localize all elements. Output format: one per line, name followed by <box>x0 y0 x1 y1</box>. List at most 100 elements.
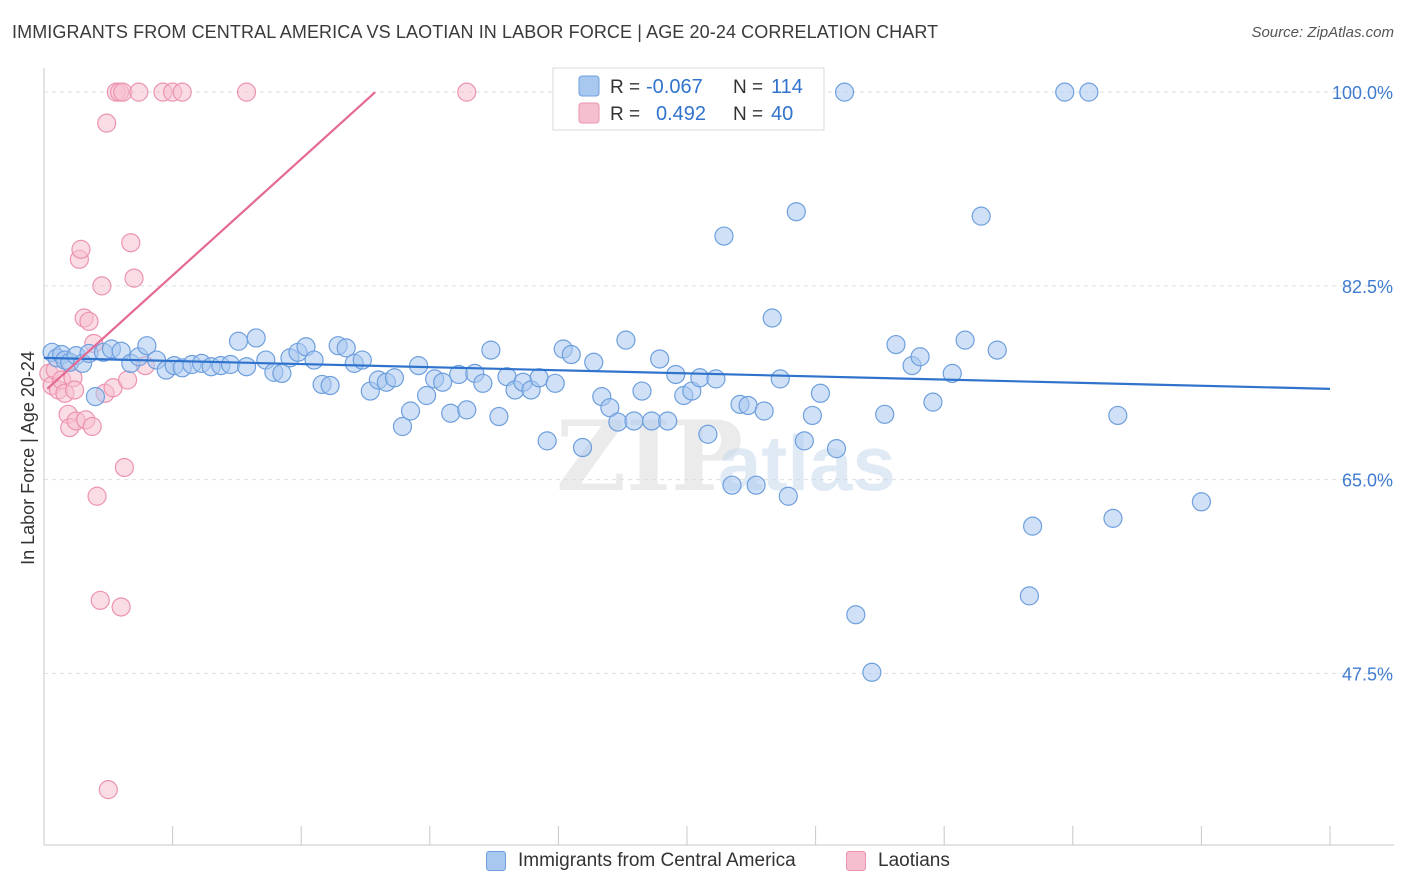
central-america-point <box>384 368 405 388</box>
central-america-point <box>955 330 975 350</box>
central-america-point <box>802 405 822 426</box>
central-america-point <box>416 385 437 406</box>
central-america-point <box>942 363 962 383</box>
central-america-point <box>320 375 340 396</box>
laotian-point <box>79 311 99 331</box>
central-america-point <box>304 350 324 370</box>
central-america-point <box>690 368 710 388</box>
laotian-point <box>129 82 149 102</box>
central-america-point <box>846 605 866 625</box>
central-america-point <box>572 437 593 458</box>
central-america-point <box>650 349 670 369</box>
central-america-point <box>826 439 847 459</box>
central-america-point <box>1079 82 1099 102</box>
stats-r-value-2: 0.492 <box>656 103 706 125</box>
central-america-point <box>658 411 678 431</box>
central-america-point <box>923 392 943 412</box>
central-america-point <box>754 401 774 421</box>
y-tick-label: 65.0% <box>1342 471 1393 491</box>
central-america-point <box>910 347 930 367</box>
central-america-point <box>336 338 356 358</box>
central-america-point <box>608 412 628 432</box>
central-america-point <box>875 404 895 424</box>
central-america-point <box>642 411 662 431</box>
central-america-point <box>738 395 758 416</box>
laotian-point <box>71 239 91 259</box>
central-america-point <box>1019 586 1039 606</box>
laotian-point <box>113 82 133 102</box>
central-america-point <box>770 369 790 389</box>
central-america-point <box>220 354 241 375</box>
central-america-point <box>698 424 718 444</box>
central-america-point <box>722 475 742 495</box>
legend-label-laotians: Laotians <box>878 850 950 871</box>
central-america-point <box>584 352 604 372</box>
central-america-point <box>1023 516 1043 536</box>
laotian-trend-line <box>46 91 376 390</box>
central-america-point <box>971 206 991 226</box>
central-america-point <box>246 328 266 348</box>
central-america-point <box>400 401 421 421</box>
central-america-point <box>810 383 831 403</box>
central-america-point <box>886 334 906 355</box>
stats-n-label-2: N = <box>733 104 763 125</box>
central-america-point <box>1055 82 1075 102</box>
chart-title: IMMIGRANTS FROM CENTRAL AMERICA VS LAOTI… <box>12 22 939 42</box>
source-label: Source: ZipAtlas.com <box>1251 24 1394 41</box>
central-america-point <box>537 431 557 451</box>
central-america-point <box>786 202 806 222</box>
legend-swatch-blue <box>486 851 506 871</box>
central-america-point <box>481 340 501 360</box>
y-tick-label: 47.5% <box>1342 664 1393 684</box>
axes <box>43 68 1394 846</box>
stats-r-label-2: R = <box>610 104 640 125</box>
laotian-point <box>121 233 141 253</box>
central-america-point <box>632 381 652 401</box>
central-america-point <box>529 368 549 388</box>
central-america-point <box>714 226 734 246</box>
legend-item-central-america[interactable]: Immigrants from Central America <box>486 850 796 872</box>
central-america-points <box>42 82 1212 682</box>
central-america-point <box>561 344 581 365</box>
laotian-point <box>111 597 131 617</box>
central-america-point <box>1108 405 1128 426</box>
laotian-points <box>39 82 477 800</box>
laotian-point <box>90 590 110 610</box>
laotian-point <box>236 82 257 102</box>
central-america-point <box>228 331 249 351</box>
y-tick-label: 100.0% <box>1332 83 1393 103</box>
central-america-point <box>137 336 157 356</box>
stats-swatch-pink <box>578 102 600 124</box>
central-america-point <box>236 357 257 377</box>
central-america-point <box>762 308 782 328</box>
laotian-point <box>64 380 85 400</box>
stats-r-value-1: -0.067 <box>646 76 703 98</box>
y-axis-label: In Labor Force | Age 20-24 <box>18 351 38 565</box>
central-america-point <box>862 662 882 682</box>
legend-swatch-pink <box>846 851 866 871</box>
y-tick-labels: 100.0% 82.5% 65.0% 47.5% <box>1332 83 1393 684</box>
central-america-point <box>666 364 686 385</box>
central-america-trend-line <box>43 356 1331 390</box>
central-america-point <box>433 372 453 392</box>
stats-swatch-blue <box>578 75 600 97</box>
scatter-plot: ZIP atlas 100.0%82.5%65.0%47.5% 0.0%80.0… <box>18 67 1394 846</box>
central-america-point <box>1191 492 1212 512</box>
y-tick-label: 82.5% <box>1342 277 1393 297</box>
laotian-point <box>98 780 118 800</box>
laotian-point <box>97 113 117 133</box>
central-america-point <box>545 373 565 393</box>
stats-legend: R = -0.067 N = 114 R = 0.492 N = 40 <box>552 67 825 131</box>
central-america-point <box>473 373 493 393</box>
central-america-point <box>778 486 798 506</box>
legend-item-laotians[interactable]: Laotians <box>846 850 950 872</box>
laotian-point <box>82 416 102 437</box>
laotian-point <box>124 268 144 288</box>
stats-r-label-1: R = <box>610 77 640 98</box>
laotian-point <box>92 276 112 296</box>
central-america-point <box>489 406 509 427</box>
central-america-point <box>441 403 461 423</box>
central-america-point <box>1103 508 1123 528</box>
laotian-point <box>114 457 134 478</box>
central-america-point <box>624 411 644 431</box>
